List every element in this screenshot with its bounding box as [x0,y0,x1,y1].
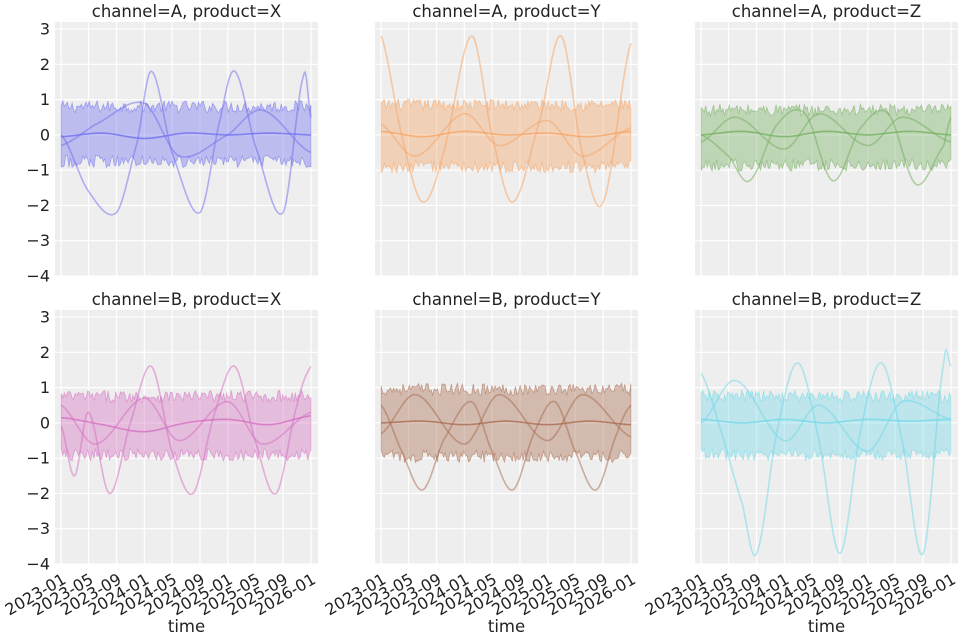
sample-line [700,348,952,557]
facet-panel: channel=B, product=Z2023-012023-052023-0… [642,290,959,636]
y-tick-label: −1 [26,449,50,468]
credible-band [380,381,632,464]
mean-line [701,418,951,424]
x-axis-label: time [168,617,205,636]
credible-band [700,102,952,173]
sample-line [60,70,312,216]
panel-title: channel=B, product=Z [732,290,922,309]
panel-title: channel=B, product=Y [412,290,601,309]
facet-panel: channel=A, product=Y [375,2,638,277]
y-tick-label: 1 [40,90,50,109]
y-tick-label: −1 [26,161,50,180]
x-axis-label: time [808,617,845,636]
panel-title: channel=B, product=X [92,290,282,309]
gridlines [375,22,638,277]
mean-line [381,130,631,138]
y-tick-label: 2 [40,55,50,74]
panel-title: channel=A, product=X [92,2,281,21]
panel-title: channel=A, product=Y [412,2,601,21]
sample-line [700,108,952,186]
sample-line [700,112,952,150]
y-tick-label: −2 [26,196,50,215]
y-tick-label: 0 [40,125,50,144]
facet-panel: channel=B, product=X3210−1−2−3−42023-012… [2,290,319,636]
y-tick-label: −4 [26,267,50,286]
y-tick-label: 2 [40,343,50,362]
gridlines [55,22,318,277]
y-tick-label: 1 [40,378,50,397]
credible-band [60,388,312,462]
sample-line [60,365,312,496]
sample-line [700,379,952,452]
mean-line [61,132,311,140]
mean-line [61,415,311,433]
facet-panel: channel=B, product=Y2023-012023-052023-0… [322,290,639,636]
sample-line [380,34,632,208]
gridlines [375,310,638,565]
sample-line [380,112,632,157]
y-tick-label: −2 [26,484,50,503]
y-tick-label: 0 [40,413,50,432]
sample-line [380,393,632,445]
y-tick-label: −4 [26,555,50,574]
panel-title: channel=A, product=Z [732,2,921,21]
y-tick-label: −3 [26,519,50,538]
mean-line [701,130,951,138]
sample-line [60,397,312,445]
x-axis-label: time [488,617,525,636]
y-tick-label: −3 [26,231,50,250]
facet-panel: channel=A, product=Z [695,2,958,277]
sample-line [380,400,632,491]
mean-line [381,420,631,426]
gridlines [695,310,958,565]
credible-band [700,389,952,463]
y-tick-label: 3 [40,20,50,39]
facet-panel: channel=A, product=X 3 2 1 0 −1 −2 −3 −4 [26,2,318,286]
sample-line [60,101,312,158]
y-tick-label: 3 [40,308,50,327]
